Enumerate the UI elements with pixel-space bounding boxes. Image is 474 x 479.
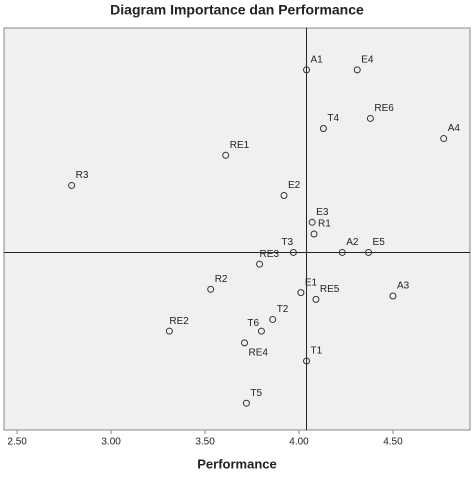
point-label: RE5	[320, 284, 340, 295]
point-label: E5	[373, 237, 386, 248]
x-axis-title: Performance	[197, 456, 276, 471]
point	[242, 399, 250, 407]
point	[257, 327, 265, 335]
point-label: E3	[316, 207, 329, 218]
point	[310, 230, 318, 238]
point	[366, 114, 374, 122]
point	[353, 66, 361, 74]
point	[312, 295, 320, 303]
x-tick-label: 2.50	[7, 437, 27, 448]
point	[297, 289, 305, 297]
point-label: T1	[311, 346, 323, 357]
point-label: T4	[327, 113, 339, 124]
x-tick-label: 3.00	[101, 437, 121, 448]
point-label: RE3	[260, 249, 280, 260]
x-tick-label: 4.50	[383, 437, 403, 448]
plot-area	[3, 27, 471, 431]
point	[269, 315, 277, 323]
point	[303, 66, 311, 74]
point-label: RE6	[374, 103, 394, 114]
point-label: T3	[281, 237, 293, 248]
point	[338, 248, 346, 256]
point	[241, 339, 249, 347]
point-label: R1	[318, 219, 331, 230]
point	[319, 125, 327, 132]
point	[222, 151, 230, 159]
point	[389, 292, 397, 300]
point	[440, 135, 448, 143]
point-label: RE1	[230, 140, 250, 151]
point-label: R2	[215, 274, 228, 285]
point-label: T2	[277, 304, 289, 315]
point-label: E4	[361, 55, 374, 66]
point-label: R3	[76, 170, 89, 181]
point	[303, 357, 311, 365]
point-label: A3	[397, 281, 410, 292]
point	[68, 181, 76, 189]
x-tick-label: 3.50	[195, 437, 215, 448]
x-tick-label: 4.00	[289, 437, 309, 448]
point-label: RE2	[169, 316, 189, 327]
point	[365, 248, 373, 256]
point	[280, 192, 288, 199]
point	[207, 285, 215, 293]
point-label: RE4	[249, 348, 269, 359]
point-label: E2	[288, 180, 301, 191]
chart-title: Diagram Importance dan Performance	[110, 2, 364, 18]
point-label: T5	[250, 388, 262, 399]
point-label: A4	[448, 123, 461, 134]
point-label: A1	[311, 55, 324, 66]
point	[256, 260, 264, 268]
point-label: A2	[346, 237, 359, 248]
point	[165, 327, 173, 335]
point	[289, 248, 297, 256]
point-label: E1	[305, 277, 318, 288]
point	[308, 218, 316, 226]
point-label: T6	[247, 318, 259, 329]
